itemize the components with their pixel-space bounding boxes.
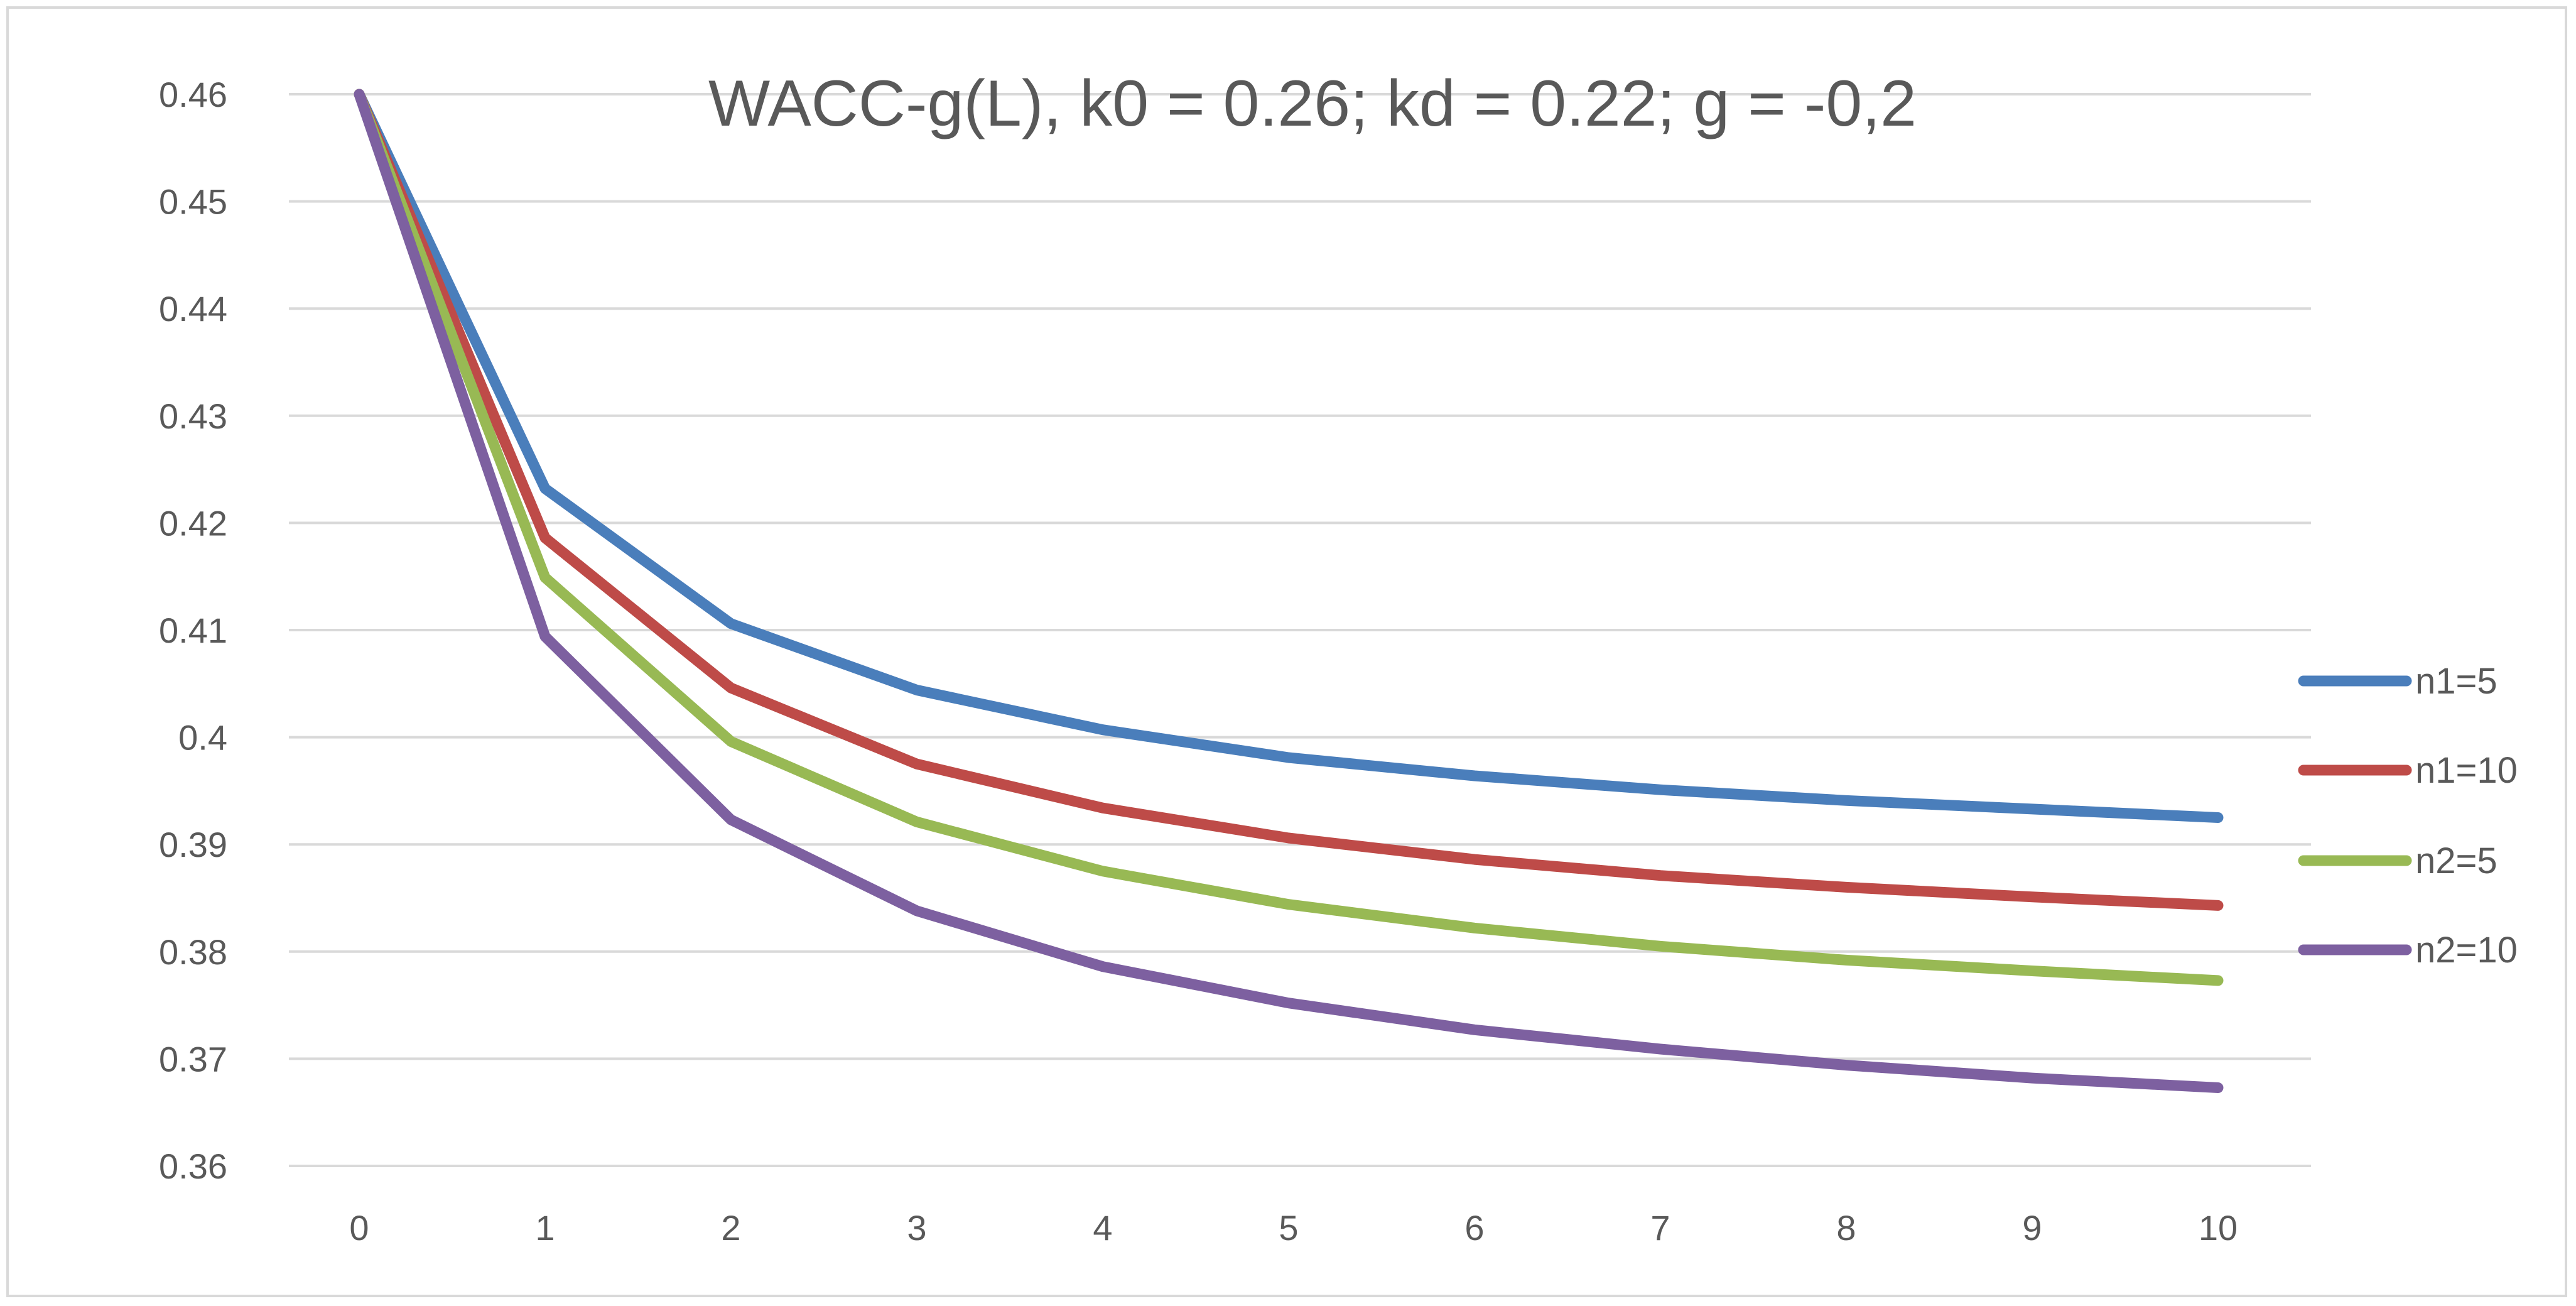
y-tick-label: 0.38 bbox=[159, 932, 227, 972]
x-tick-label: 2 bbox=[721, 1208, 740, 1248]
legend-label-n1-10: n1=10 bbox=[2415, 750, 2518, 791]
y-tick-label: 0.41 bbox=[159, 611, 227, 650]
x-tick-label: 4 bbox=[1093, 1208, 1112, 1248]
series-line-n2-10 bbox=[354, 89, 2224, 1093]
y-tick-label: 0.42 bbox=[159, 503, 227, 543]
legend-label-n2-10: n2=10 bbox=[2415, 930, 2518, 971]
grid-lines bbox=[289, 93, 2311, 1167]
y-tick-label: 0.44 bbox=[159, 289, 227, 329]
x-tick-label: 8 bbox=[1836, 1208, 1856, 1248]
x-axis-tick-labels: 0 1 2 3 4 5 6 7 8 9 10 bbox=[349, 1208, 2238, 1248]
x-tick-label: 3 bbox=[907, 1208, 926, 1248]
x-tick-label: 5 bbox=[1279, 1208, 1298, 1248]
y-tick-label: 0.36 bbox=[159, 1146, 227, 1186]
series-line-n1-10 bbox=[354, 89, 2224, 911]
legend-label-n2-5: n2=5 bbox=[2415, 841, 2498, 881]
y-tick-label: 0.4 bbox=[178, 718, 227, 758]
series-line-n1-5 bbox=[354, 89, 2224, 823]
legend-label-n1-5: n1=5 bbox=[2415, 661, 2498, 702]
y-axis-tick-labels: 0.46 0.45 0.44 0.43 0.42 0.41 0.4 0.39 0.38 0.37 0… bbox=[159, 75, 227, 1186]
chart-title: WACC-g(L), k0 = 0.26; kd = 0.22; g = -0,… bbox=[708, 67, 1917, 140]
x-tick-label: 1 bbox=[535, 1208, 555, 1248]
series-line-n2-5 bbox=[354, 89, 2224, 986]
y-tick-label: 0.46 bbox=[159, 75, 227, 114]
legend: n1=5 n1=10 n2=5 n2=10 bbox=[2298, 661, 2518, 971]
x-tick-label: 0 bbox=[349, 1208, 369, 1248]
y-tick-label: 0.37 bbox=[159, 1039, 227, 1079]
y-tick-label: 0.45 bbox=[159, 182, 227, 222]
series-lines bbox=[354, 89, 2224, 1093]
x-tick-label: 10 bbox=[2199, 1208, 2238, 1248]
y-tick-label: 0.39 bbox=[159, 825, 227, 864]
y-tick-label: 0.43 bbox=[159, 396, 227, 436]
x-tick-label: 6 bbox=[1464, 1208, 1484, 1248]
x-tick-label: 7 bbox=[1650, 1208, 1670, 1248]
x-tick-label: 9 bbox=[2022, 1208, 2042, 1248]
